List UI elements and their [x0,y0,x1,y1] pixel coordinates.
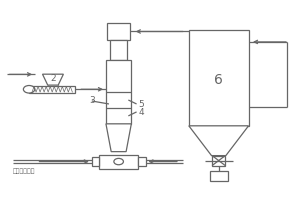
Text: 3: 3 [89,96,94,105]
Bar [29,86,75,93]
Text: 6: 6 [214,73,223,87]
Bar [110,40,127,60]
Bar [212,156,225,166]
Bar [106,60,131,124]
Bar [138,157,146,166]
Text: 4: 4 [138,108,144,117]
Text: 5: 5 [138,100,144,109]
Bar [92,157,99,166]
Bar [210,171,228,181]
Circle shape [114,158,123,165]
Polygon shape [189,126,248,156]
Bar [99,155,138,169]
Circle shape [23,86,35,93]
Polygon shape [106,124,131,152]
Bar [107,23,130,40]
Text: 2: 2 [50,74,56,83]
Polygon shape [43,74,63,85]
Bar [189,30,248,126]
Text: 高温过热蒸汽: 高温过热蒸汽 [13,168,35,174]
